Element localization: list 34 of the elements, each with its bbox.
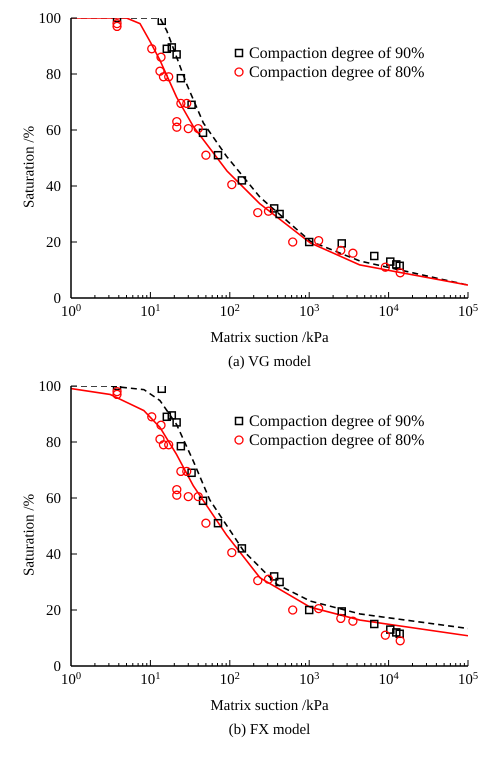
x-tick-label: 10$^{3}$ — [299, 670, 320, 688]
y-tick-label: 40 — [46, 547, 61, 563]
y-tick-label: 0 — [54, 291, 61, 307]
y-tick-label: 60 — [46, 491, 61, 507]
y-tick-label: 0 — [54, 659, 61, 675]
legend-label: Compaction degree of 90% — [249, 413, 424, 430]
x-tick-label: 10$^{0}$ — [60, 670, 82, 688]
text: (b) FX model — [228, 722, 310, 738]
x-tick-label: 10$^{5}$ — [458, 670, 478, 688]
x-tick-label: 10$^{1}$ — [140, 670, 161, 688]
x-tick-label: 10$^{2}$ — [220, 670, 240, 688]
y-tick-label: 100 — [38, 11, 61, 27]
y-tick-label: 20 — [46, 235, 61, 251]
x-axis-title: Matrix suction /kPa — [210, 698, 329, 714]
y-tick-label: 60 — [46, 123, 61, 139]
y-tick-label: 20 — [46, 603, 61, 619]
x-tick-label: 10$^{0}$ — [60, 302, 82, 320]
x-tick-label: 10$^{2}$ — [220, 302, 240, 320]
x-tick-label: 10$^{1}$ — [140, 302, 161, 320]
x-tick-label: 10$^{4}$ — [378, 670, 400, 688]
legend-label: Compaction degree of 90% — [249, 45, 424, 62]
y-axis-title: Saturation /% — [21, 126, 38, 208]
x-tick-label: 10$^{3}$ — [299, 302, 320, 320]
x-tick-label: 10$^{4}$ — [378, 302, 400, 320]
y-axis-title: Saturation /% — [21, 494, 38, 576]
x-tick-label: 10$^{5}$ — [458, 302, 478, 320]
y-tick-label: 80 — [46, 67, 61, 83]
text: (a) VG model — [228, 354, 312, 370]
legend-label: Compaction degree of 80% — [249, 432, 424, 449]
x-axis-title: Matrix suction /kPa — [210, 330, 329, 346]
legend-label: Compaction degree of 80% — [249, 64, 424, 81]
y-tick-label: 40 — [46, 179, 61, 195]
y-tick-label: 80 — [46, 435, 61, 451]
y-tick-label: 100 — [38, 379, 61, 395]
